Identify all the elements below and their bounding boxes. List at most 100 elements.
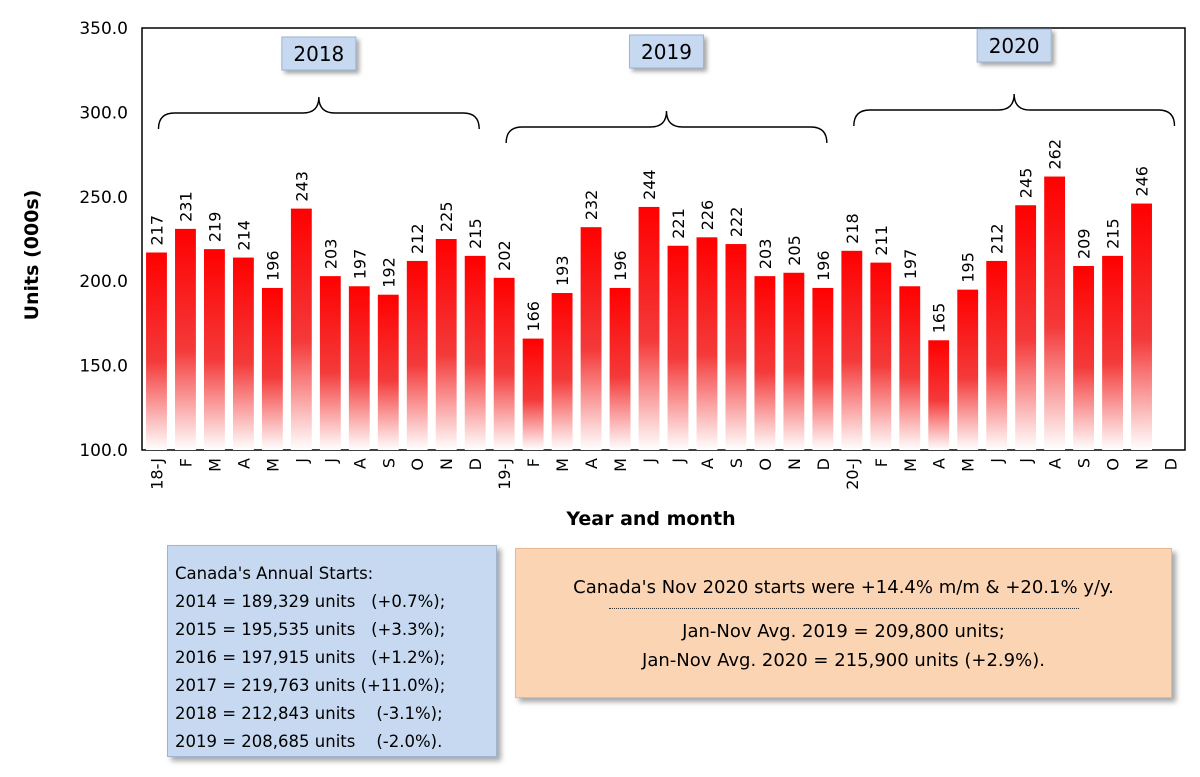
data-label: 222 [727, 207, 746, 238]
bar [783, 272, 805, 450]
x-tick-label: A [582, 458, 601, 469]
year-label-box [281, 36, 357, 71]
x-tick-label: M [611, 458, 630, 472]
summary-headline: Canada's Nov 2020 starts were +14.4% m/m… [573, 577, 1114, 598]
bar [551, 293, 573, 450]
x-tick-label: A [350, 458, 369, 469]
x-tick-label: M [205, 458, 224, 472]
x-tick-label: S [727, 458, 746, 468]
data-label: 211 [872, 225, 891, 256]
x-tick-label: M [959, 458, 978, 472]
year-label: 2018 [293, 42, 344, 66]
x-tick-label: O [756, 458, 775, 471]
data-label: 203 [321, 239, 340, 270]
annual-starts-line: 2015 = 195,535 units (+3.3%); [175, 620, 446, 639]
year-brace [853, 93, 1176, 127]
bar [1044, 176, 1066, 450]
x-tick-label: F [872, 458, 891, 467]
x-tick-label: A [930, 458, 949, 469]
annual-starts-line: 2014 = 189,329 units (+0.7%); [175, 592, 446, 611]
x-axis-title: Year and month [565, 508, 735, 530]
year-brace [505, 110, 828, 144]
y-tick-label: 250.0 [79, 188, 128, 208]
data-label: 202 [495, 240, 514, 271]
bar [175, 228, 196, 450]
x-tick-label: F [524, 458, 543, 467]
data-label: 192 [379, 257, 398, 288]
bar [377, 294, 399, 450]
bar [232, 257, 254, 450]
annual-starts-line: 2019 = 208,685 units (-2.0%). [175, 732, 443, 751]
bar [319, 276, 341, 450]
x-tick-label: A [234, 458, 253, 469]
data-label: 205 [785, 235, 804, 266]
data-label: 221 [669, 208, 688, 239]
y-tick-label: 200.0 [79, 272, 128, 292]
bar [580, 227, 602, 450]
x-tick-label: D [466, 458, 485, 470]
data-label: 225 [437, 201, 456, 232]
x-tick-label: J [292, 458, 311, 464]
data-label: 245 [1017, 168, 1036, 199]
x-tick-label: O [408, 458, 427, 471]
data-label: 203 [756, 239, 775, 270]
x-tick-label: J [640, 458, 659, 464]
data-label: 212 [408, 223, 427, 254]
data-label: 197 [901, 249, 920, 280]
bar [348, 286, 370, 450]
summary-box: Canada's Nov 2020 starts were +14.4% m/m… [515, 548, 1172, 698]
bar [1131, 203, 1152, 450]
bar [522, 338, 544, 450]
bar [812, 287, 834, 450]
x-tick-label: N [1133, 458, 1152, 470]
summary-divider [608, 608, 1079, 609]
x-tick-label: J [669, 458, 688, 464]
data-label: 209 [1075, 228, 1094, 259]
annual-starts-title: Canada's Annual Starts: [175, 564, 374, 583]
x-tick-label: A [698, 458, 717, 469]
x-tick-label: M [553, 458, 572, 472]
bar [957, 289, 979, 450]
x-tick-label: S [1075, 458, 1094, 468]
housing-starts-chart: 100.0 150.0 200.0 250.0 300.0 350.0 217 231 219… [21, 19, 1186, 530]
bar [725, 244, 747, 450]
data-label: 166 [524, 301, 543, 332]
x-tick-label: O [1104, 458, 1123, 471]
data-label: 196 [263, 250, 282, 281]
x-tick-label: D [1162, 458, 1181, 470]
x-tick-label: 20-J [843, 458, 862, 490]
bar [841, 250, 863, 450]
x-tick-label: M [901, 458, 920, 472]
bar [667, 245, 689, 450]
bar [406, 260, 428, 450]
x-tick-label: F [176, 458, 195, 467]
data-label: 219 [205, 212, 224, 243]
x-tick-label: M [263, 458, 282, 472]
bar [1073, 266, 1095, 450]
annual-starts-line: 2018 = 212,843 units (-3.1%); [175, 704, 443, 723]
data-label: 243 [292, 171, 311, 202]
data-label: 193 [553, 255, 572, 286]
bar [609, 287, 631, 450]
y-tick-label: 100.0 [79, 441, 128, 461]
year-label-box [976, 28, 1052, 63]
y-axis-title: Units (000s) [21, 190, 43, 321]
y-tick-label: 350.0 [79, 19, 128, 39]
year-brace [157, 96, 480, 130]
year-label-box [629, 34, 704, 69]
plot-area [141, 27, 1186, 451]
bar [435, 239, 457, 450]
year-label: 2019 [641, 40, 692, 64]
bar [928, 340, 950, 450]
data-label: 215 [466, 218, 485, 249]
data-label: 196 [611, 250, 630, 281]
bar [1102, 255, 1123, 450]
data-label: 246 [1133, 166, 1152, 197]
x-tick-label: 18-J [147, 458, 166, 490]
data-label: 214 [234, 220, 253, 251]
annual-starts-box: Canada's Annual Starts: 2014 = 189,329 u… [167, 545, 497, 757]
year-label: 2020 [989, 34, 1040, 58]
data-label: 231 [176, 191, 195, 222]
x-tick-label: J [988, 458, 1007, 464]
x-tick-label: S [379, 458, 398, 468]
